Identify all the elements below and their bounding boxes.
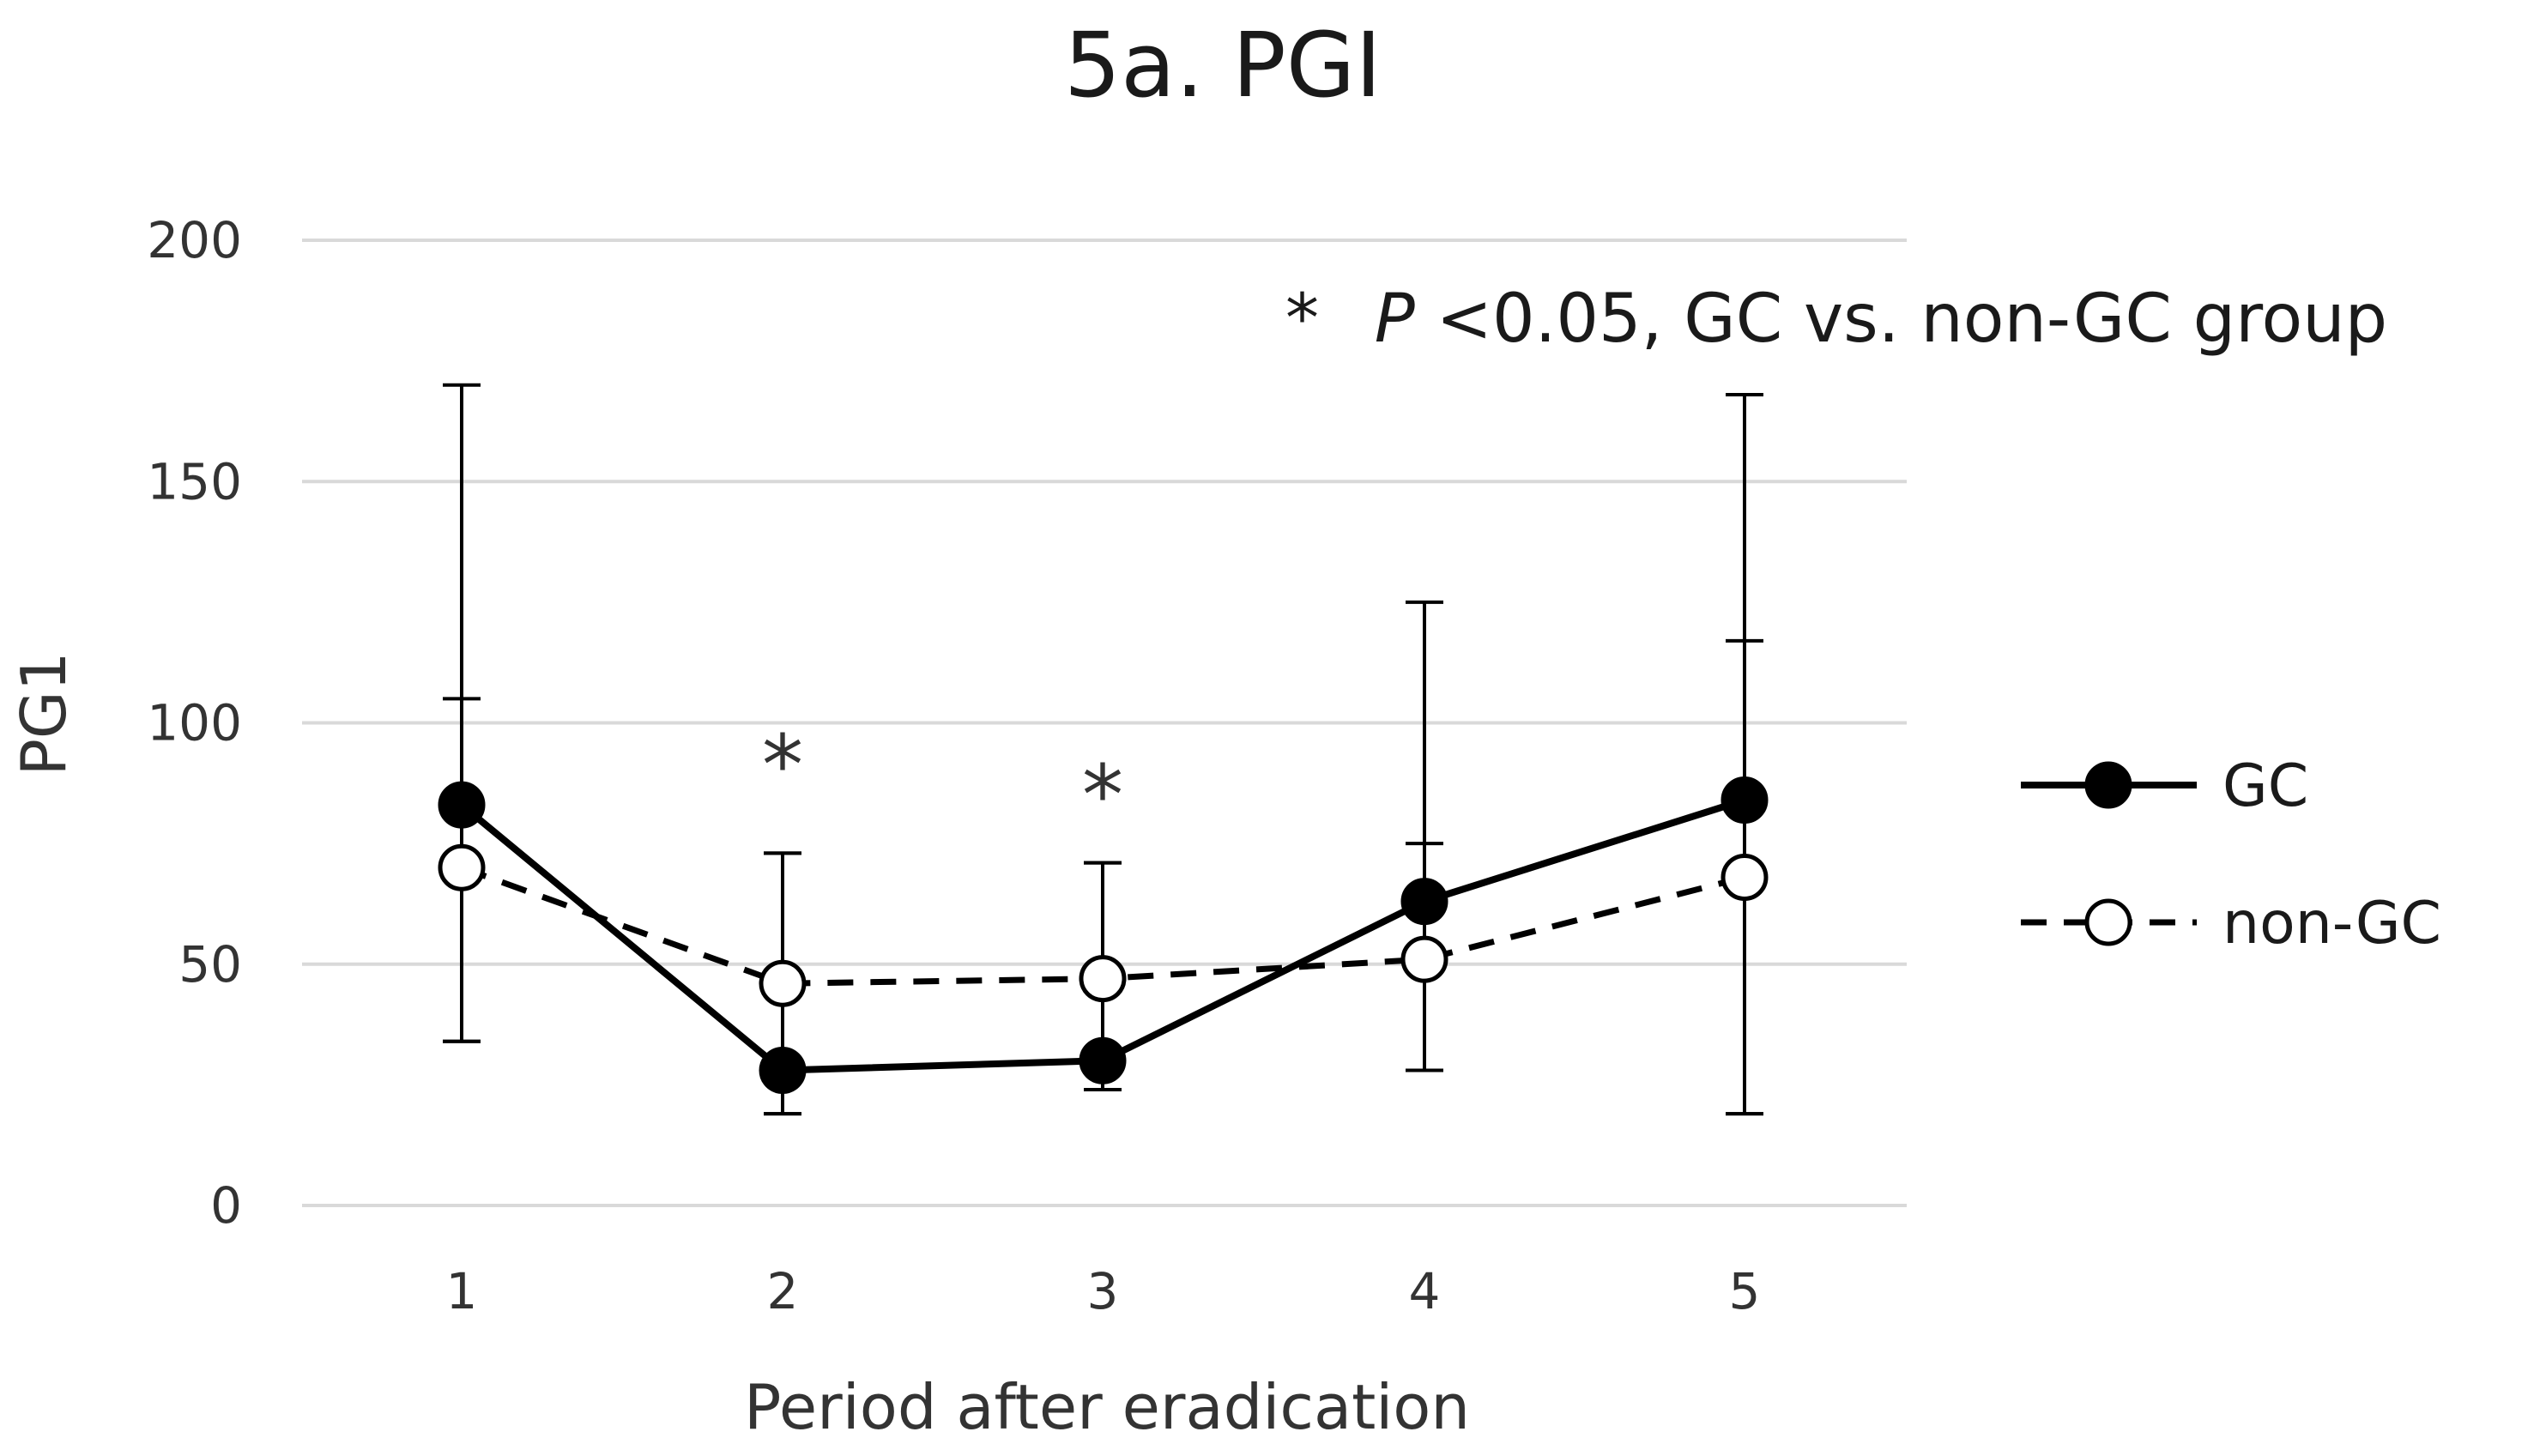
- legend-item-gc: GC: [2021, 752, 2308, 820]
- significance-star: *: [1082, 747, 1123, 843]
- data-point-gc: [1079, 1036, 1127, 1084]
- data-point-gc: [438, 781, 486, 829]
- y-tick-label: 200: [147, 211, 242, 269]
- legend: GC non-GC: [2021, 752, 2441, 958]
- x-tick-label: 5: [1729, 1262, 1761, 1320]
- data-point-gc: [759, 1047, 807, 1094]
- y-tick-label: 50: [178, 935, 242, 994]
- data-point-non-gc: [438, 843, 486, 891]
- x-tick-label: 1: [446, 1262, 478, 1320]
- y-tick-label: 100: [147, 694, 242, 752]
- x-axis-label: Period after eradication: [744, 1371, 1470, 1443]
- x-tick-label: 2: [767, 1262, 799, 1320]
- data-point-gc: [1400, 878, 1448, 926]
- significance-note: * P <0.05, GC vs. non-GC group: [1285, 281, 2387, 358]
- chart-title: 5a. PGI: [1064, 13, 1382, 118]
- data-point-non-gc: [1079, 955, 1127, 1003]
- significance-markers: * *: [762, 717, 1123, 843]
- legend-label: GC: [2222, 752, 2308, 820]
- y-axis-ticks: 0 50 100 150 200: [147, 211, 242, 1235]
- significance-note-star: *: [1285, 281, 1319, 358]
- legend-item-non-gc: non-GC: [2021, 890, 2441, 958]
- gridlines: [302, 239, 1907, 1207]
- significance-note-p: P: [1375, 281, 1415, 358]
- x-axis-ticks: 1 2 3 4 5: [446, 1262, 1761, 1320]
- legend-marker: [2084, 761, 2132, 809]
- data-point-non-gc: [1400, 935, 1448, 983]
- y-axis-label: PG1: [8, 651, 80, 776]
- x-tick-label: 4: [1409, 1262, 1441, 1320]
- series-markers: [438, 776, 1769, 1094]
- y-tick-label: 150: [147, 452, 242, 511]
- significance-star: *: [762, 717, 803, 813]
- legend-label: non-GC: [2222, 890, 2441, 958]
- y-tick-label: 0: [210, 1176, 242, 1235]
- significance-note-text: <0.05, GC vs. non-GC group: [1436, 281, 2388, 358]
- data-point-non-gc: [1721, 854, 1769, 901]
- legend-marker: [2084, 898, 2132, 946]
- data-point-non-gc: [759, 959, 807, 1007]
- x-tick-label: 3: [1087, 1262, 1119, 1320]
- data-point-gc: [1721, 776, 1769, 824]
